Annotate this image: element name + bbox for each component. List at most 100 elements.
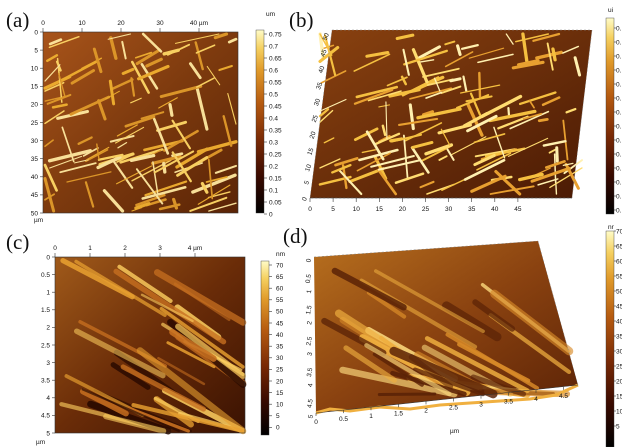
panel-c-y-tick: 1.5 xyxy=(41,307,50,314)
panel-a-colorbar-tick: 0.15 xyxy=(269,175,282,182)
panel-c-x-tick: 1 xyxy=(88,245,92,252)
panel-c-y-tick: 1 xyxy=(46,290,50,297)
panel-d-y-tick: 2 xyxy=(306,320,314,325)
panel-b-y-tick: 40 xyxy=(317,65,326,75)
panel-b-colorbar-tick: 0. xyxy=(616,95,622,102)
panel-c-colorbar-tick: 50 xyxy=(276,309,284,316)
panel-c-colorbar-tick: 20 xyxy=(276,378,284,385)
panel-d-colorbar-tick: 25 xyxy=(616,363,622,370)
panel-d-colorbar-tick: 70 xyxy=(616,228,622,235)
panel-a-colorbar xyxy=(255,29,265,214)
panel-d-x-tick: 0 xyxy=(314,419,318,426)
panel-d-colorbar-tick: 60 xyxy=(616,258,622,265)
panel-d-x-tick: 3.5 xyxy=(504,399,513,406)
panel-c-y-tick: 5 xyxy=(46,430,50,437)
panel-b-y-tick: 0 xyxy=(301,196,309,202)
panel-d-colorbar-tick: 5 xyxy=(616,423,620,430)
panel-d-x-unit: µm xyxy=(450,428,459,435)
panel-b-colorbar-tick: 0. xyxy=(616,25,622,32)
panel-a-y-tick: 30 xyxy=(31,138,39,145)
panel-a-colorbar-tick: 0.45 xyxy=(269,103,282,110)
panel-c-y-tick: 0.5 xyxy=(41,272,50,279)
panel-a-x-tick: 10 xyxy=(78,20,86,27)
panel-d-x-tick: 2 xyxy=(424,407,428,414)
panel-a-colorbar-tick: 0.3 xyxy=(269,139,278,146)
panel-d-y-tick: 4 xyxy=(307,383,315,388)
panel-b-x-tick: 35 xyxy=(468,206,476,213)
panel-b-x-tick: 15 xyxy=(376,206,384,213)
panel-c-x-tick: 4 µm xyxy=(188,245,203,252)
panel-d-y-tick: 4.5 xyxy=(306,398,315,408)
panel-b-x-tick: 40 xyxy=(491,206,499,213)
panel-c-y-unit: µm xyxy=(36,439,45,446)
panel-a-colorbar-tick: 0.7 xyxy=(269,43,278,50)
panel-b-colorbar-tick: 0. xyxy=(616,179,622,186)
panel-c-y-tick: 0 xyxy=(46,254,50,261)
panel-b-colorbar xyxy=(605,17,615,215)
panel-a-colorbar-tick: 0 xyxy=(269,211,273,218)
panel-b-y-tick: 35 xyxy=(315,81,324,91)
panel-d-colorbar-tick: 40 xyxy=(616,318,622,325)
panel-b-colorbar-tick: 0. xyxy=(616,39,622,46)
panel-b-y-tick: 5 xyxy=(303,180,311,186)
panel-a-colorbar-tick: 0.6 xyxy=(269,67,278,74)
panel-b-colorbar-tick: 0. xyxy=(616,81,622,88)
panel-d-image xyxy=(314,241,579,415)
panel-a-label: (a) xyxy=(6,8,30,32)
panel-c-colorbar-tick: 30 xyxy=(276,355,284,362)
panel-d-colorbar-tick: 55 xyxy=(616,273,622,280)
panel-a-y-tick: 25 xyxy=(31,120,39,127)
panel-c-colorbar-tick: 10 xyxy=(276,402,284,409)
panel-c-colorbar-tick: 0 xyxy=(276,425,280,432)
panel-c-colorbar-tick: 55 xyxy=(276,297,284,304)
panel-c-colorbar-tick: 70 xyxy=(276,262,284,269)
panel-d-colorbar-tick: 15 xyxy=(616,393,622,400)
panel-b-y-tick: 20 xyxy=(309,130,318,140)
panel-d-x-tick: 2.5 xyxy=(449,405,458,412)
panel-d-x-tick: 4 xyxy=(534,396,538,403)
panel-b-label: (b) xyxy=(289,8,314,32)
panel-b-x-tick: 25 xyxy=(422,206,430,213)
panel-c-colorbar-tick: 15 xyxy=(276,390,284,397)
panel-b-figure: 0 5 10 15 20 25 30 35 40 45 05101520253035404550 … xyxy=(301,7,622,215)
panel-b-x-tick: 0 xyxy=(308,206,312,213)
panel-a-x-tick: 30 xyxy=(156,20,164,27)
panel-a-y-tick: 5 xyxy=(34,47,38,54)
panel-d-x-tick: 1.5 xyxy=(394,410,403,417)
panel-d-colorbar-tick: 20 xyxy=(616,378,622,385)
panel-c-y-tick: 4.5 xyxy=(41,413,50,420)
panel-c-y-tick: 3.5 xyxy=(41,378,50,385)
panel-c-y-tick: 4 xyxy=(46,395,50,402)
panel-b-x-tick: 20 xyxy=(399,206,407,213)
panel-c-colorbar-tick: 35 xyxy=(276,344,284,351)
panel-c-colorbar-tick: 65 xyxy=(276,274,284,281)
panel-b-x-tick: 45 xyxy=(514,206,522,213)
panel-a-colorbar-tick: 0.05 xyxy=(269,199,282,206)
panel-c-y-tick: 2.5 xyxy=(41,342,50,349)
panel-d-x-tick: 3 xyxy=(479,402,483,409)
panel-d-figure: 0 0.5 1 1.5 2 2.5 3 3.5 4 4.5 0 0.5 1 1.5 2 2.5 3 3.5 4 4.… xyxy=(305,225,622,447)
panel-d-colorbar-tick: 50 xyxy=(616,288,622,295)
panel-b-y-tick: 10 xyxy=(304,163,313,173)
panel-b-x-tick: 5 xyxy=(331,206,335,213)
panel-c-x-tick: 0 xyxy=(53,245,57,252)
panel-c-colorbar-tick: 60 xyxy=(276,286,284,293)
panel-c-colorbar-unit: nm xyxy=(276,251,285,258)
panel-b-colorbar-tick: 0. xyxy=(616,207,622,214)
panel-b-y-tick: 15 xyxy=(306,147,315,157)
panel-d-x-tick: 1 xyxy=(369,413,373,420)
panel-c-colorbar-tick: 25 xyxy=(276,367,284,374)
panel-c-colorbar-tick: 40 xyxy=(276,332,284,339)
panel-b-colorbar-tick: 0. xyxy=(616,67,622,74)
panel-a-colorbar-unit: um xyxy=(266,11,275,18)
panel-d-colorbar xyxy=(605,230,615,447)
panel-d-y-tick: 3 xyxy=(307,351,315,356)
panel-b-x-tick: 10 xyxy=(353,206,361,213)
panel-c-x-tick: 3 xyxy=(158,245,162,252)
panel-c-y-tick: 3 xyxy=(46,360,50,367)
panel-a-y-tick: 35 xyxy=(31,156,39,163)
panel-b-image xyxy=(310,30,592,198)
panel-d-y-tick: 0.5 xyxy=(305,273,314,283)
panel-b-colorbar-tick: 0. xyxy=(616,53,622,60)
